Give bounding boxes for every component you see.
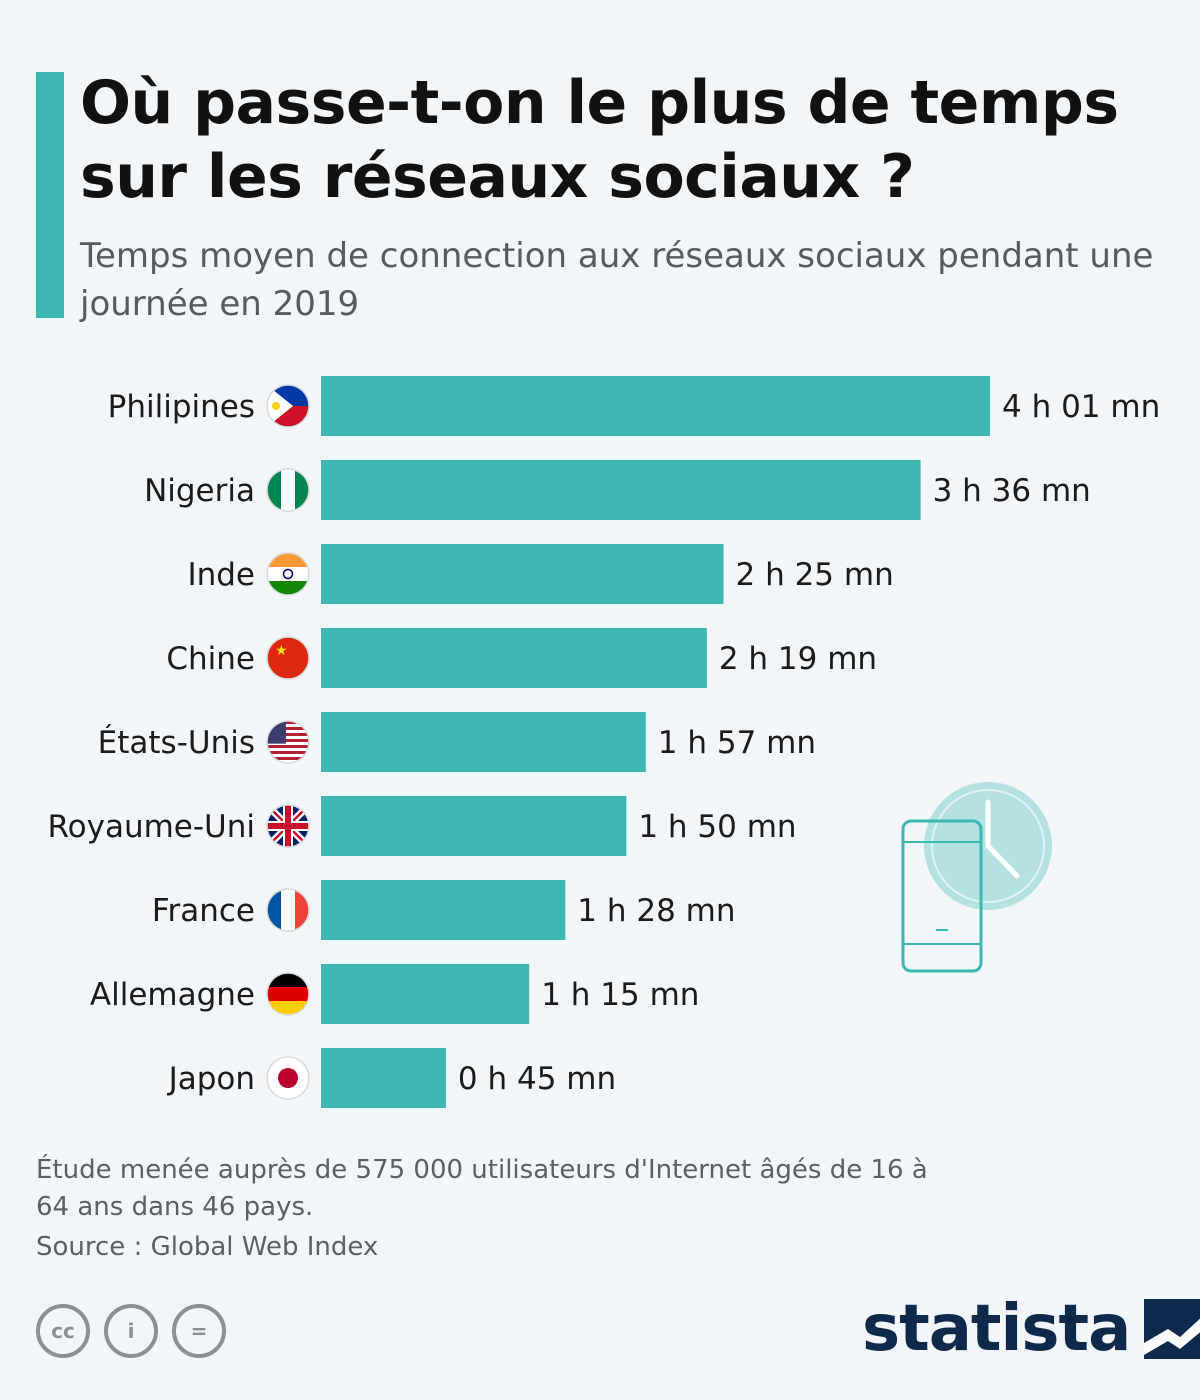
accent-bar [36,72,64,318]
bar [321,880,566,940]
bar [321,376,990,436]
value-label: 2 h 25 mn [736,557,894,593]
bar-chart: Philipines 4 h 01 mn Nigeria 3 h 36 mn Inde 2… [47,376,1160,1108]
category-label: Allemagne [90,977,255,1013]
value-label: 1 h 57 mn [658,725,816,761]
bar [321,712,646,772]
source-note: Source : Global Web Index [36,1232,379,1262]
no-derivatives-icon[interactable]: = [172,1304,226,1358]
phone-clock-icon [901,782,1052,973]
flag-india-icon [266,552,310,596]
bar [321,964,530,1024]
value-label: 1 h 15 mn [541,977,699,1013]
bar [321,796,627,856]
category-label: Chine [166,641,255,677]
category-label: Philipines [108,389,255,425]
flag-germany-icon [266,972,310,1016]
category-label: Nigeria [144,473,255,509]
bar [321,628,707,688]
brand-name: statista [862,1292,1131,1366]
flag-philippines-icon [266,384,310,428]
value-label: 4 h 01 mn [1002,389,1160,425]
value-label: 3 h 36 mn [933,473,1091,509]
license-icons: cc i = [36,1304,226,1358]
flag-nigeria-icon [266,468,310,512]
bar [321,1048,446,1108]
flag-usa-icon [266,720,310,764]
svg-text:★: ★ [275,643,288,659]
bar [321,460,921,520]
statista-logo[interactable]: statista [862,1292,1200,1366]
value-label: 2 h 19 mn [719,641,877,677]
category-label: États-Unis [98,725,255,761]
value-label: 0 h 45 mn [458,1061,616,1097]
category-label: Inde [187,557,255,593]
flag-uk-icon [266,804,310,848]
value-label: 1 h 28 mn [577,893,735,929]
value-label: 1 h 50 mn [638,809,796,845]
flag-france-icon [266,888,310,932]
category-label: France [152,893,255,929]
flag-china-icon: ★ [266,636,310,680]
chart-subtitle: Temps moyen de connection aux réseaux so… [80,236,1154,324]
category-label: Japon [167,1061,255,1097]
flag-japan-icon [266,1056,310,1100]
bar [321,544,724,604]
attribution-icon[interactable]: i [104,1304,158,1358]
chart-title: Où passe-t-on le plus de temps sur les r… [80,68,1119,212]
category-label: Royaume-Uni [47,809,255,845]
cc-icon[interactable]: cc [36,1304,90,1358]
statista-mark-icon [1144,1299,1200,1359]
footnote: Étude menée auprès de 575 000 utilisateu… [36,1155,928,1222]
